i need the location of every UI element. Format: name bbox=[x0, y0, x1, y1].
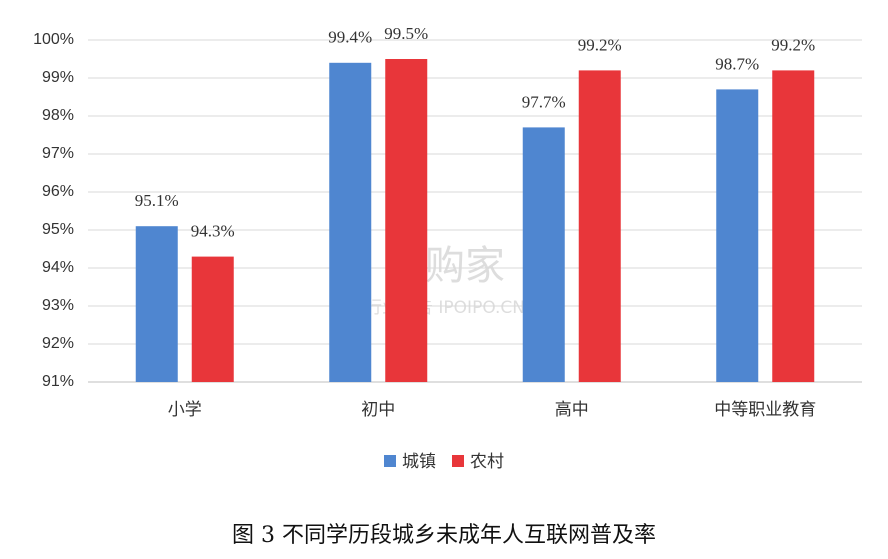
y-tick-label: 100% bbox=[33, 31, 74, 48]
bar bbox=[385, 59, 428, 382]
value-label: 99.4% bbox=[328, 28, 372, 47]
value-label: 99.5% bbox=[384, 24, 428, 43]
y-tick-label: 92% bbox=[42, 335, 74, 352]
x-tick-label: 中等职业教育 bbox=[714, 400, 816, 420]
bar bbox=[716, 89, 759, 383]
bar bbox=[191, 256, 234, 382]
legend-swatch bbox=[384, 455, 396, 467]
bar bbox=[329, 62, 372, 383]
y-tick-label: 95% bbox=[42, 221, 74, 238]
y-tick-label: 97% bbox=[42, 145, 74, 162]
value-label: 99.2% bbox=[578, 35, 622, 54]
y-tick-label: 96% bbox=[42, 183, 74, 200]
value-label: 99.2% bbox=[771, 35, 815, 54]
y-tick-label: 99% bbox=[42, 69, 74, 86]
y-tick-label: 91% bbox=[42, 373, 74, 390]
value-label: 98.7% bbox=[715, 54, 759, 73]
legend-swatch bbox=[452, 455, 464, 467]
bar bbox=[772, 70, 815, 383]
y-tick-label: 93% bbox=[42, 297, 74, 314]
y-tick-label: 94% bbox=[42, 259, 74, 276]
chart-title: 图 3 不同学历段城乡未成年人互联网普及率 bbox=[232, 523, 656, 548]
legend-label: 城镇 bbox=[402, 452, 436, 472]
bar bbox=[578, 70, 621, 383]
value-label: 94.3% bbox=[191, 222, 235, 241]
value-label: 97.7% bbox=[522, 92, 566, 111]
legend-label: 农村 bbox=[470, 452, 504, 472]
x-tick-label: 初中 bbox=[361, 400, 395, 420]
x-tick-label: 高中 bbox=[555, 400, 589, 420]
bar bbox=[135, 226, 178, 382]
y-tick-label: 98% bbox=[42, 107, 74, 124]
x-tick-label: 小学 bbox=[168, 400, 202, 420]
value-label: 95.1% bbox=[135, 191, 179, 210]
bar bbox=[522, 127, 565, 383]
